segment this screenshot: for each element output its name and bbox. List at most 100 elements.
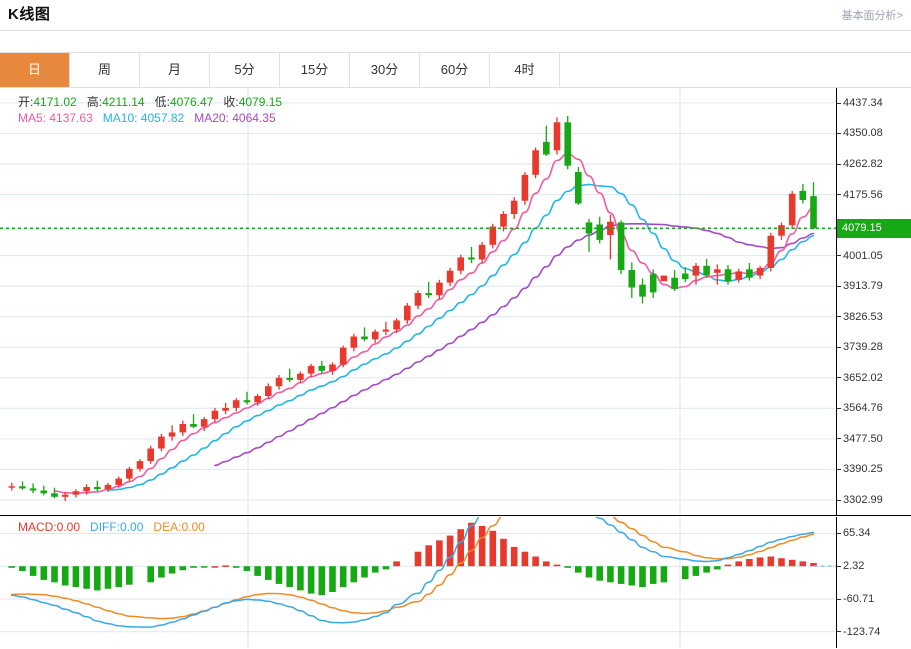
candle-body bbox=[703, 265, 710, 275]
macd-bar bbox=[500, 538, 507, 567]
candlestick-plot[interactable] bbox=[0, 88, 836, 515]
candle-body bbox=[350, 336, 358, 348]
macd-bar bbox=[639, 566, 646, 588]
macd-bar bbox=[628, 566, 636, 586]
macd-bar bbox=[543, 561, 550, 567]
candle-body bbox=[681, 273, 689, 280]
macd-bar bbox=[382, 566, 390, 570]
candle-body bbox=[136, 461, 144, 469]
dea-value: 0.00 bbox=[181, 520, 205, 534]
candle-body bbox=[671, 277, 678, 289]
price-axis-tick: 3390.25 bbox=[837, 462, 911, 476]
candle-body bbox=[19, 486, 26, 489]
macd-bar bbox=[350, 566, 358, 583]
price-axis-tick: 4437.34 bbox=[837, 96, 911, 110]
candle-body bbox=[788, 193, 796, 226]
candle-body bbox=[254, 396, 261, 403]
macd-histogram bbox=[8, 522, 817, 596]
candle-body bbox=[746, 269, 753, 278]
tab-day[interactable]: 日 bbox=[0, 53, 70, 87]
macd-bar bbox=[436, 540, 443, 567]
macd-readout: MACD:0.00 DIFF:0.00 DEA:0.00 bbox=[18, 520, 205, 534]
fundamental-analysis-link[interactable]: 基本面分析> bbox=[841, 10, 903, 22]
macd-panel[interactable]: MACD:0.00 DIFF:0.00 DEA:0.00 65.34 2.32 -6… bbox=[0, 517, 911, 649]
candle-body bbox=[115, 478, 122, 485]
dea-path bbox=[11, 517, 815, 620]
candle-body bbox=[61, 494, 69, 497]
candle-body bbox=[168, 432, 176, 437]
candle-body bbox=[371, 331, 379, 340]
macd-signal-lines bbox=[11, 517, 815, 628]
close-value: 4079.15 bbox=[238, 95, 283, 109]
macd-bar bbox=[607, 566, 614, 583]
ma20-value: 4064.35 bbox=[232, 111, 276, 125]
ma20-label: MA20: bbox=[194, 111, 229, 125]
candle-body bbox=[104, 484, 112, 490]
candle-body bbox=[126, 468, 133, 479]
candles-group bbox=[8, 116, 817, 501]
ma5-value: 4137.63 bbox=[49, 111, 93, 125]
ma10-value: 4057.82 bbox=[140, 111, 185, 125]
candle-body bbox=[607, 221, 614, 235]
macd-axis-tick: -123.74 bbox=[837, 625, 911, 639]
tab-30min[interactable]: 30分 bbox=[350, 53, 420, 87]
macd-bar bbox=[660, 566, 668, 583]
macd-plot[interactable] bbox=[0, 517, 836, 648]
candle-body bbox=[147, 448, 154, 462]
tab-15min[interactable]: 15分 bbox=[280, 53, 350, 87]
price-axis-tick: 3913.79 bbox=[837, 279, 911, 293]
candle-body bbox=[190, 424, 197, 427]
candle-body bbox=[83, 487, 90, 492]
page-title: K线图 bbox=[8, 6, 51, 23]
diff-path bbox=[11, 517, 815, 628]
macd-bar bbox=[232, 566, 240, 568]
macd-bar bbox=[104, 566, 112, 589]
price-axis-tick: 3652.02 bbox=[837, 371, 911, 385]
tab-week[interactable]: 周 bbox=[70, 53, 140, 87]
candle-body bbox=[382, 329, 390, 332]
candle-body bbox=[575, 172, 582, 204]
candle-body bbox=[318, 365, 326, 371]
tab-60min[interactable]: 60分 bbox=[420, 53, 490, 87]
candle-body bbox=[799, 190, 807, 200]
tab-5min[interactable]: 5分 bbox=[210, 53, 280, 87]
macd-bar bbox=[617, 566, 625, 584]
candle-body bbox=[72, 491, 80, 495]
candle-body bbox=[532, 150, 539, 175]
candle-body bbox=[222, 407, 229, 411]
macd-bar bbox=[756, 557, 764, 567]
macd-bar bbox=[115, 566, 122, 588]
macd-bar bbox=[286, 566, 293, 588]
macd-bar bbox=[532, 556, 539, 567]
candle-body bbox=[297, 373, 304, 380]
tab-month[interactable]: 月 bbox=[140, 53, 210, 87]
macd-bar bbox=[724, 564, 732, 567]
macd-bar bbox=[425, 545, 432, 567]
candle-body bbox=[179, 424, 187, 433]
ma-path-5 bbox=[53, 152, 815, 495]
price-axis-tick: 4262.82 bbox=[837, 157, 911, 171]
ma20-line bbox=[214, 223, 815, 467]
macd-bar bbox=[596, 566, 603, 581]
macd-bar bbox=[72, 566, 80, 588]
ma5-label: MA5: bbox=[18, 111, 47, 125]
macd-label: MACD: bbox=[18, 520, 57, 534]
macd-bar bbox=[83, 566, 90, 589]
candle-body bbox=[436, 282, 443, 296]
macd-bar bbox=[200, 566, 208, 568]
macd-bar bbox=[179, 566, 187, 571]
ma-path-20 bbox=[214, 223, 815, 467]
candle-body bbox=[307, 365, 315, 374]
price-chart-panel[interactable]: 开:4171.02 高:4211.14 低:4076.47 收:4079.15 … bbox=[0, 88, 911, 516]
candle-body bbox=[339, 347, 347, 365]
tab-4hour[interactable]: 4时 bbox=[490, 53, 560, 87]
macd-bar bbox=[457, 529, 464, 567]
candle-body bbox=[639, 284, 646, 297]
macd-bar bbox=[147, 566, 154, 583]
candle-body bbox=[778, 225, 785, 236]
tabbar-filler bbox=[560, 53, 911, 87]
macd-axis-tick: -60.71 bbox=[837, 592, 911, 606]
candle-body bbox=[660, 275, 668, 282]
macd-bar bbox=[703, 566, 710, 573]
candle-body bbox=[457, 257, 464, 271]
